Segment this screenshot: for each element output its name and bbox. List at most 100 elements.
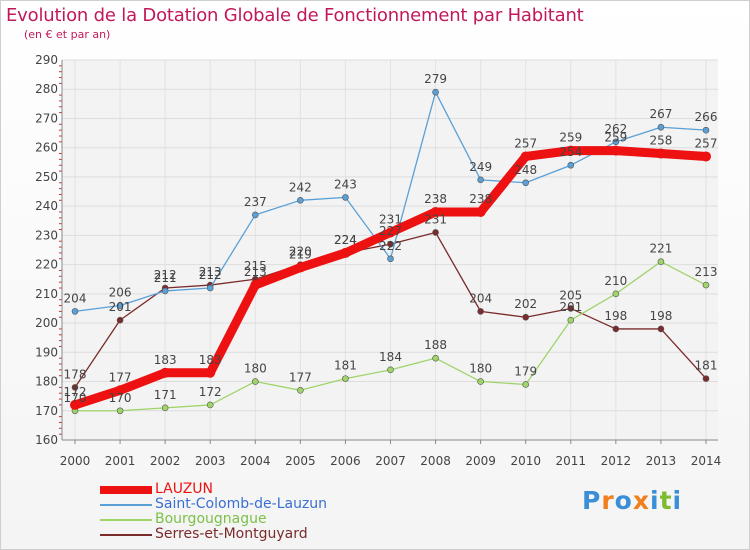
data-label-2: 221	[649, 242, 672, 256]
series-point-0	[295, 262, 306, 273]
y-tick-label: 290	[35, 53, 58, 67]
data-label-0: 183	[154, 353, 177, 367]
data-label-3: 213	[199, 265, 222, 279]
x-tick-label: 2001	[105, 454, 136, 468]
data-label-3: 198	[604, 309, 627, 323]
data-label-1: 266	[695, 110, 718, 124]
y-tick-label: 210	[35, 287, 58, 301]
series-point-2	[116, 407, 124, 415]
data-label-2: 179	[514, 364, 537, 378]
series-point-0	[655, 148, 666, 159]
x-tick-label: 2008	[420, 454, 451, 468]
y-tick-label: 230	[35, 228, 58, 242]
series-point-1	[612, 138, 620, 146]
series-point-2	[477, 378, 484, 385]
x-tick-label: 2014	[691, 454, 722, 468]
data-label-3: 201	[109, 300, 132, 314]
logo-letter: i	[650, 486, 660, 515]
legend-swatch-bourgougnague	[100, 519, 152, 521]
data-label-2: 171	[154, 388, 177, 402]
series-point-2	[161, 404, 169, 412]
y-tick-label: 240	[35, 199, 58, 213]
data-label-0: 224	[334, 233, 357, 247]
data-label-2: 170	[64, 391, 87, 405]
data-label-3: 215	[244, 259, 267, 273]
data-label-0: 257	[514, 136, 537, 150]
data-label-1: 204	[64, 291, 87, 305]
series-point-3	[71, 384, 79, 391]
chart-subtitle: (en € et par an)	[24, 28, 111, 41]
y-tick-label: 250	[35, 170, 58, 184]
series-point-2	[387, 366, 394, 374]
data-label-3: 205	[559, 288, 582, 302]
data-label-1: 279	[424, 72, 447, 86]
series-point-1	[702, 126, 710, 134]
series-point-2	[702, 281, 710, 289]
series-point-1	[432, 88, 439, 96]
x-tick-label: 2000	[60, 454, 91, 468]
y-tick-label: 160	[35, 433, 58, 447]
proxiti-logo: Proxiti	[582, 486, 682, 515]
data-label-1: 222	[379, 239, 402, 253]
series-point-1	[206, 284, 214, 292]
series-point-0	[70, 399, 80, 410]
series-point-0	[565, 145, 576, 156]
series-point-3	[432, 229, 439, 236]
series-point-3	[657, 325, 665, 333]
data-label-1: 237	[244, 195, 267, 209]
series-point-0	[340, 247, 351, 258]
data-label-3: 202	[514, 297, 537, 311]
data-label-2: 181	[334, 359, 357, 373]
series-point-1	[251, 211, 259, 219]
series-point-2	[206, 401, 214, 409]
series-point-0	[701, 151, 711, 162]
series-point-1	[71, 308, 79, 315]
data-label-1: 267	[649, 107, 672, 121]
y-tick-label: 220	[35, 258, 58, 272]
logo-letter: t	[659, 486, 673, 515]
series-point-0	[385, 227, 396, 238]
x-tick-label: 2011	[556, 454, 587, 468]
series-point-3	[522, 313, 530, 321]
series-point-1	[657, 123, 665, 131]
x-tick-label: 2005	[285, 454, 316, 468]
x-tick-label: 2013	[646, 454, 677, 468]
legend-swatch-lauzun	[100, 486, 152, 494]
data-label-0: 183	[199, 353, 222, 367]
data-label-0: 172	[64, 385, 87, 399]
y-tick-label: 260	[35, 141, 58, 155]
data-label-0: 257	[695, 136, 718, 150]
data-label-3: 231	[424, 212, 447, 226]
series-point-0	[430, 207, 441, 217]
y-tick-label: 280	[35, 82, 58, 96]
series-point-1	[522, 179, 530, 187]
data-label-1: 211	[154, 271, 177, 285]
y-tick-label: 170	[35, 404, 58, 418]
data-label-0: 259	[559, 131, 582, 145]
x-tick-label: 2009	[465, 454, 496, 468]
data-label-0: 259	[604, 131, 627, 145]
series-point-0	[250, 280, 261, 291]
series-point-1	[567, 161, 575, 169]
data-label-1: 262	[604, 122, 627, 136]
data-label-1: 249	[469, 160, 492, 174]
data-label-2: 210	[604, 274, 627, 288]
legend-label-bourgougnague: Bourgougnague	[155, 511, 267, 527]
data-label-0: 219	[289, 248, 312, 262]
data-label-3: 178	[64, 367, 87, 381]
series-point-2	[522, 381, 530, 388]
data-label-3: 220	[289, 245, 312, 259]
legend-label-saint-colomb: Saint-Colomb-de-Lauzun	[155, 496, 328, 512]
series-point-3	[612, 325, 620, 333]
data-label-0: 238	[469, 192, 492, 206]
logo-letter: o	[614, 486, 633, 515]
logo-letter: r	[601, 486, 615, 515]
series-point-2	[612, 290, 620, 298]
series-point-0	[115, 385, 126, 396]
x-tick-label: 2010	[510, 454, 541, 468]
series-point-1	[342, 194, 349, 201]
data-label-2: 184	[379, 350, 402, 364]
y-tick-label: 270	[35, 111, 58, 125]
series-point-3	[387, 240, 394, 248]
data-label-2: 188	[424, 338, 447, 352]
